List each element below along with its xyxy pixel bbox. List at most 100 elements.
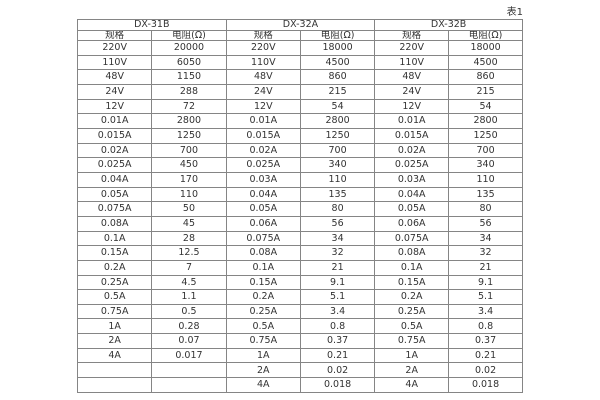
table-cell: 18000 <box>448 40 523 56</box>
table-cell: 2A <box>76 333 153 349</box>
table-cell: 0.015A <box>76 127 153 144</box>
table-cell: 0.1A <box>374 259 450 276</box>
table-cell: 0.5A <box>374 318 450 335</box>
table-cell: 0.02A <box>225 142 301 159</box>
table-cell: 12V <box>225 98 301 115</box>
table-cell: 0.017 <box>151 347 227 364</box>
table-row: 0.15A 12.5 0.08A 32 0.08A 32 <box>76 245 523 261</box>
table-cell: 0.75A <box>374 333 450 349</box>
table-row: 0.75A 0.5 0.25A 3.4 0.25A 3.4 <box>76 303 523 320</box>
table-cell: 48V <box>225 69 301 85</box>
table-row: 2A 0.07 0.75A 0.37 0.75A 0.37 <box>76 333 523 349</box>
table-cell: 0.03A <box>225 171 301 188</box>
table-cell: 0.04A <box>225 186 301 203</box>
table-cell: 340 <box>448 157 523 173</box>
table-cell: 0.06A <box>374 215 450 232</box>
table-caption: 表1 <box>506 7 523 18</box>
table-cell: 220V <box>76 40 153 56</box>
table-cell: 21 <box>448 259 523 276</box>
table-cell: 80 <box>448 201 523 217</box>
table-cell: 24V <box>76 83 153 100</box>
table-cell: 170 <box>151 171 227 188</box>
table-cell <box>151 377 227 393</box>
table-cell: 6050 <box>151 54 227 71</box>
table-cell: 0.5A <box>225 318 301 335</box>
group-header-dx31b: DX-31B <box>77 19 227 31</box>
table-cell: 0.05A <box>374 201 450 217</box>
table-cell: 215 <box>299 83 376 100</box>
table-cell: 1250 <box>448 127 523 144</box>
table-cell: 220V <box>374 40 450 56</box>
table-row: 0.2A 7 0.1A 21 0.1A 21 <box>76 259 523 276</box>
table-cell: 0.075A <box>374 230 450 247</box>
table-cell: 340 <box>299 157 376 173</box>
table-cell: 700 <box>299 142 376 159</box>
table-cell: 1A <box>76 318 153 335</box>
table-cell: 0.37 <box>448 333 523 349</box>
table-cell: 1.1 <box>151 289 227 305</box>
table-cell: 4500 <box>299 54 376 71</box>
table-cell: 0.08A <box>374 245 450 261</box>
table-cell: 0.07 <box>151 333 227 349</box>
table-cell: 2800 <box>299 113 376 129</box>
table-row: 48V 1150 48V 860 48V 860 <box>76 69 523 85</box>
table-cell: 18000 <box>299 40 376 56</box>
table-row: 0.1A 28 0.075A 34 0.075A 34 <box>76 230 523 247</box>
table-cell: 700 <box>151 142 227 159</box>
table-cell: 3.4 <box>299 303 376 320</box>
spec-column-header-dx32b: 规格 <box>374 29 450 41</box>
table-row: 2A 0.02 2A 0.02 <box>76 362 523 379</box>
table-row: 0.25A 4.5 0.15A 9.1 0.15A 9.1 <box>76 274 523 291</box>
table-cell: 0.15A <box>76 245 153 261</box>
table-body: 220V 20000 220V 18000 220V 18000 110V 6050 110V 4… <box>76 40 523 393</box>
table-cell: 34 <box>448 230 523 247</box>
table-cell: 288 <box>151 83 227 100</box>
table-cell: 860 <box>299 69 376 85</box>
spec-table: DX-31B DX-32A DX-32B 规格 电阻(Ω) 规格 电阻(Ω) 规… <box>76 19 523 393</box>
table-cell: 110V <box>374 54 450 71</box>
table-cell: 0.02 <box>299 362 376 379</box>
table-cell: 80 <box>299 201 376 217</box>
table-cell: 2A <box>374 362 450 379</box>
table-cell: 12V <box>374 98 450 115</box>
table-cell: 0.025A <box>374 157 450 173</box>
group-header-dx32b: DX-32B <box>374 19 523 31</box>
table-cell: 0.015A <box>374 127 450 144</box>
table-row: 4A 0.017 1A 0.21 1A 0.21 <box>76 347 523 364</box>
table-cell <box>76 377 153 393</box>
table-cell: 54 <box>299 98 376 115</box>
table-cell: 0.075A <box>76 201 153 217</box>
table-cell: 72 <box>151 98 227 115</box>
table-row: 110V 6050 110V 4500 110V 4500 <box>76 54 523 71</box>
table-cell: 0.05A <box>76 186 153 203</box>
table-cell: 0.025A <box>76 157 153 173</box>
table-row: 0.5A 1.1 0.2A 5.1 0.2A 5.1 <box>76 289 523 305</box>
table-cell: 0.2A <box>374 289 450 305</box>
table-row: 0.015A 1250 0.015A 1250 0.015A 1250 <box>76 127 523 144</box>
spec-column-header-dx31b: 规格 <box>76 29 153 41</box>
table-cell: 0.25A <box>225 303 301 320</box>
table-cell: 0.8 <box>299 318 376 335</box>
table-cell: 7 <box>151 259 227 276</box>
resistance-column-header-dx32b: 电阻(Ω) <box>448 29 523 41</box>
table-cell: 0.21 <box>448 347 523 364</box>
resistance-column-header-dx32a: 电阻(Ω) <box>299 29 376 41</box>
table-cell: 9.1 <box>448 274 523 291</box>
table-cell: 4A <box>374 377 450 393</box>
table-cell: 1150 <box>151 69 227 85</box>
spec-column-header-dx32a: 规格 <box>225 29 301 41</box>
table-cell: 1A <box>225 347 301 364</box>
table-cell: 2A <box>225 362 301 379</box>
table-cell: 0.01A <box>225 113 301 129</box>
table-cell: 0.02A <box>76 142 153 159</box>
table-cell: 54 <box>448 98 523 115</box>
table-cell: 12.5 <box>151 245 227 261</box>
table-cell: 0.5 <box>151 303 227 320</box>
table-cell: 56 <box>299 215 376 232</box>
table-cell: 2800 <box>151 113 227 129</box>
table-cell: 9.1 <box>299 274 376 291</box>
table-row: 0.04A 170 0.03A 110 0.03A 110 <box>76 171 523 188</box>
table-cell: 700 <box>448 142 523 159</box>
table-cell: 0.02 <box>448 362 523 379</box>
